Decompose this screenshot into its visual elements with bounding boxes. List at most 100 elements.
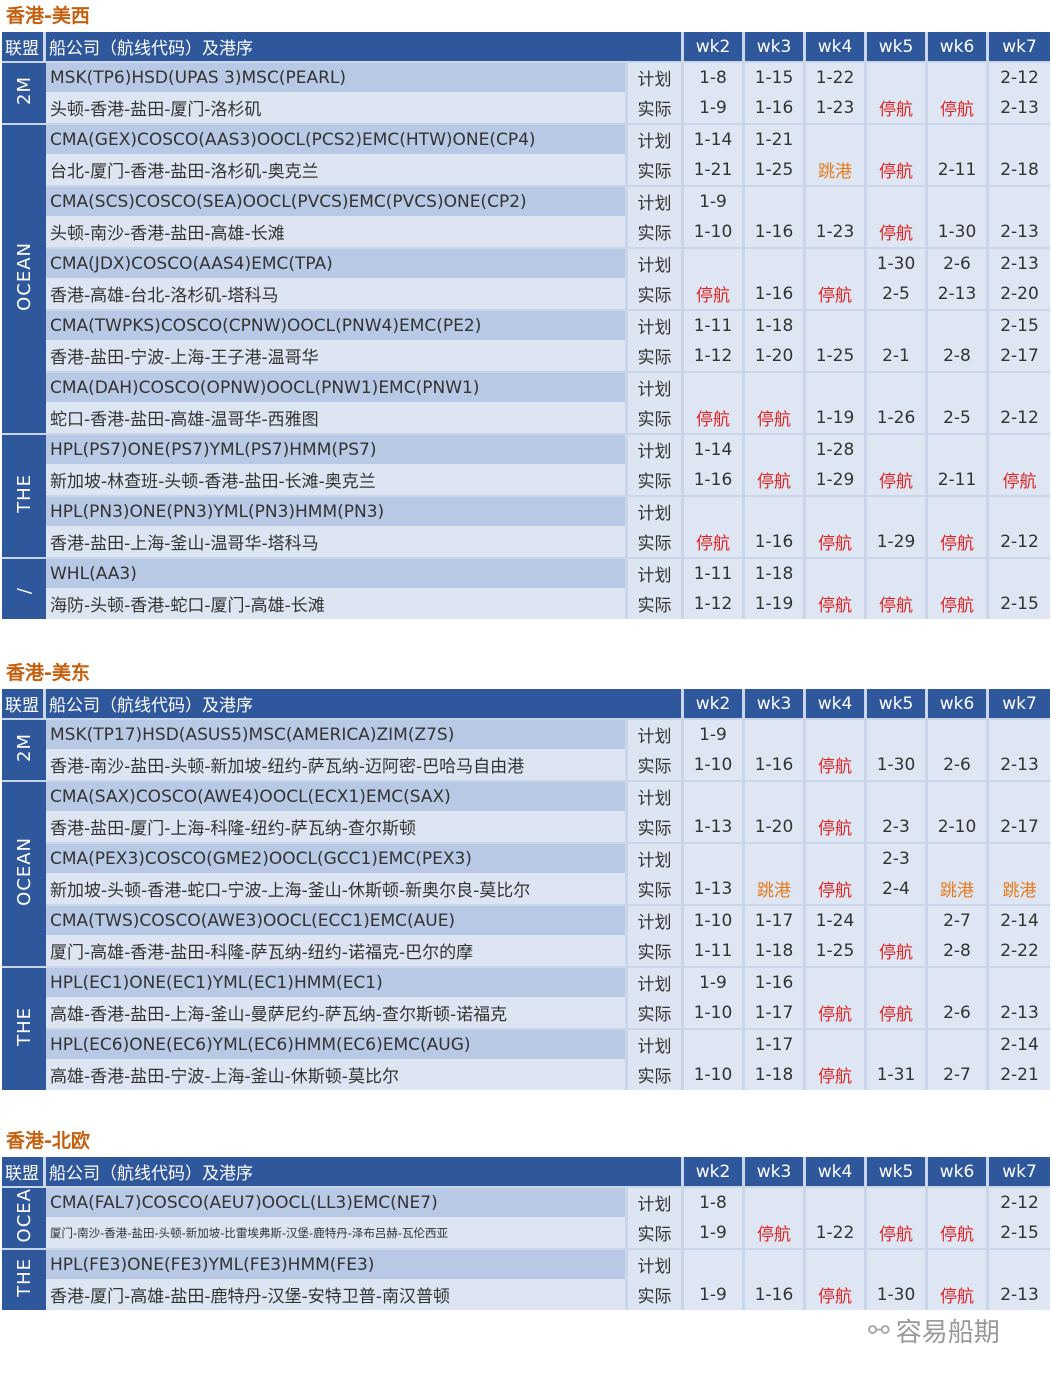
plan-date-cell: 1-24 (806, 904, 867, 935)
port-rotation: 头顿-南沙-香港-盐田-高雄-长滩 (46, 216, 628, 247)
plan-date-cell (928, 842, 989, 873)
carrier-route: HPL(EC1)ONE(EC1)YML(EC1)HMM(EC1) (46, 966, 628, 997)
plan-date-cell: 1-14 (684, 433, 745, 464)
service-actual-row: 新加坡-头顿-香港-蛇口-宁波-上海-釜山-休斯顿-新奥尔良-莫比尔 实际 1-13… (2, 873, 1050, 904)
service-actual-row: 香港-盐田-宁波-上海-王子港-温哥华 实际 1-12 1-20 1-25 2-1 2-8 2… (2, 340, 1050, 371)
alliance-cell: THE (2, 433, 46, 557)
service-plan-row: OCEAN CMA(GEX)COSCO(AAS3)OOCL(PCS2)EMC(HT… (2, 123, 1050, 433)
actual-date-cell: 1-10 (684, 749, 745, 780)
actual-date-cell: 2-13 (989, 997, 1050, 1028)
actual-date-cell: 1-11 (684, 935, 745, 966)
alliance-label: THE (13, 1007, 35, 1046)
plan-date-cell (806, 842, 867, 873)
service-actual-row: 香港-南沙-盐田-头顿-新加坡-纽约-萨瓦纳-迈阿密-巴哈马自由港 实际 1-10 1… (2, 749, 1050, 780)
service-plan-row: CMA(JDX)COSCO(AAS4)EMC(TPA) 计划 1-30 2-6 2-13 (2, 247, 1050, 278)
port-rotation: 高雄-香港-盐田-上海-釜山-曼萨尼约-萨瓦纳-查尔斯顿-诺福克 (46, 997, 628, 1028)
actual-date-cell: 停航 (867, 464, 928, 495)
actual-date-cell: 1-29 (867, 526, 928, 557)
header-week: wk5 (867, 32, 928, 61)
service-plan-row: 2M MSK(TP6)HSD(UPAS 3)MSC(PEARL) 计划 1-8 1-15… (2, 61, 1050, 123)
plan-date-cell (867, 309, 928, 340)
port-rotation: 厦门-南沙-香港-盐田-头顿-新加坡-比雷埃弗斯-汉堡-鹿特丹-泽布吕赫-瓦伦西… (46, 1217, 628, 1248)
plan-date-cell (867, 61, 928, 92)
plan-date-cell: 2-15 (989, 309, 1050, 340)
header-route: 船公司（航线代码）及港序 (46, 1157, 684, 1186)
actual-date-cell: 停航 (806, 588, 867, 619)
plan-date-cell (928, 1186, 989, 1217)
actual-date-cell: 2-13 (989, 92, 1050, 123)
plan-label: 计划 (628, 495, 684, 526)
actual-date-cell: 停航 (684, 402, 745, 433)
watermark-text: 容易船期 (895, 1318, 1000, 1348)
actual-label: 实际 (628, 1059, 684, 1090)
actual-label: 实际 (628, 1279, 684, 1310)
alliance-label: / (13, 586, 35, 594)
carrier-route: CMA(DAH)COSCO(OPNW)OOCL(PNW1)EMC(PNW1) (46, 371, 628, 402)
service-plan-row: / WHL(AA3) 计划 1-11 1-18 (2, 557, 1050, 619)
header-week: wk4 (806, 689, 867, 718)
actual-date-cell: 停航 (745, 464, 806, 495)
service-actual-row: 台北-厦门-香港-盐田-洛杉矶-奥克兰 实际 1-21 1-25 跳港 停航 2-11 2-1… (2, 154, 1050, 185)
plan-label: 计划 (628, 966, 684, 997)
alliance-cell: / (2, 557, 46, 619)
plan-date-cell (806, 718, 867, 749)
actual-date-cell: 停航 (928, 588, 989, 619)
header-alliance: 联盟 (2, 689, 46, 718)
header-week: wk5 (867, 689, 928, 718)
plan-label: 计划 (628, 247, 684, 278)
plan-date-cell: 1-17 (745, 1028, 806, 1059)
plan-date-cell: 1-28 (806, 433, 867, 464)
service-plan-row: THE HPL(PS7)ONE(PS7)YML(PS7)HMM(PS7) 计划 1-1… (2, 433, 1050, 557)
service-actual-row: 新加坡-林查班-头顿-香港-盐田-长滩-奥克兰 实际 1-16 停航 1-29 停航 2-1… (2, 464, 1050, 495)
plan-date-cell: 1-9 (684, 966, 745, 997)
alliance-label: OCEAN (13, 242, 35, 311)
service-plan-row: THE HPL(EC1)ONE(EC1)YML(EC1)HMM(EC1) 计划 1-9… (2, 966, 1050, 1090)
plan-date-cell (867, 966, 928, 997)
plan-date-cell: 2-14 (989, 1028, 1050, 1059)
plan-date-cell (806, 966, 867, 997)
service-actual-row: 香港-盐田-上海-釜山-温哥华-塔科马 实际 停航 1-16 停航 1-29 停航 2-12 (2, 526, 1050, 557)
plan-date-cell (928, 61, 989, 92)
actual-label: 实际 (628, 340, 684, 371)
plan-date-cell (745, 1186, 806, 1217)
plan-date-cell (806, 1028, 867, 1059)
service-plan-row: OCEA CMA(FAL7)COSCO(AEU7)OOCL(LL3)EMC(NE7… (2, 1186, 1050, 1248)
plan-date-cell (989, 371, 1050, 402)
alliance-label: OCEA (13, 1188, 35, 1243)
plan-date-cell (928, 557, 989, 588)
plan-date-cell (867, 1028, 928, 1059)
carrier-route: CMA(TWS)COSCO(AWE3)OOCL(ECC1)EMC(AUE) (46, 904, 628, 935)
wechat-icon: ⚯ (868, 1315, 890, 1346)
actual-date-cell: 1-16 (745, 278, 806, 309)
plan-date-cell (928, 1028, 989, 1059)
actual-date-cell: 1-20 (745, 811, 806, 842)
actual-date-cell: 停航 (806, 1059, 867, 1090)
plan-date-cell: 2-13 (989, 247, 1050, 278)
service-actual-row: 厦门-高雄-香港-盐田-科隆-萨瓦纳-纽约-诺福克-巴尔的摩 实际 1-11 1-18… (2, 935, 1050, 966)
plan-date-cell: 1-8 (684, 61, 745, 92)
actual-date-cell: 停航 (806, 1279, 867, 1310)
actual-label: 实际 (628, 464, 684, 495)
actual-label: 实际 (628, 216, 684, 247)
plan-label: 计划 (628, 780, 684, 811)
plan-date-cell: 1-14 (684, 123, 745, 154)
plan-date-cell (989, 966, 1050, 997)
header-week: wk2 (684, 32, 745, 61)
port-rotation: 香港-盐田-宁波-上海-王子港-温哥华 (46, 340, 628, 371)
actual-date-cell: 1-30 (928, 216, 989, 247)
actual-date-cell: 停航 (867, 997, 928, 1028)
actual-date-cell: 1-16 (745, 216, 806, 247)
alliance-label: OCEAN (13, 837, 35, 906)
plan-date-cell: 1-9 (684, 185, 745, 216)
actual-date-cell: 1-31 (867, 1059, 928, 1090)
schedule-table: 联盟 船公司（航线代码）及港序 wk2 wk3 wk4 wk5 wk6 wk7 2M MSK(TP… (2, 32, 1050, 619)
plan-date-cell (806, 1248, 867, 1279)
header-alliance: 联盟 (2, 32, 46, 61)
actual-date-cell: 1-10 (684, 216, 745, 247)
actual-date-cell: 跳港 (806, 154, 867, 185)
section-title: 香港-北欧 (6, 1130, 90, 1152)
actual-date-cell: 1-19 (806, 402, 867, 433)
actual-date-cell: 停航 (684, 278, 745, 309)
actual-date-cell: 2-1 (867, 340, 928, 371)
plan-date-cell: 1-22 (806, 61, 867, 92)
